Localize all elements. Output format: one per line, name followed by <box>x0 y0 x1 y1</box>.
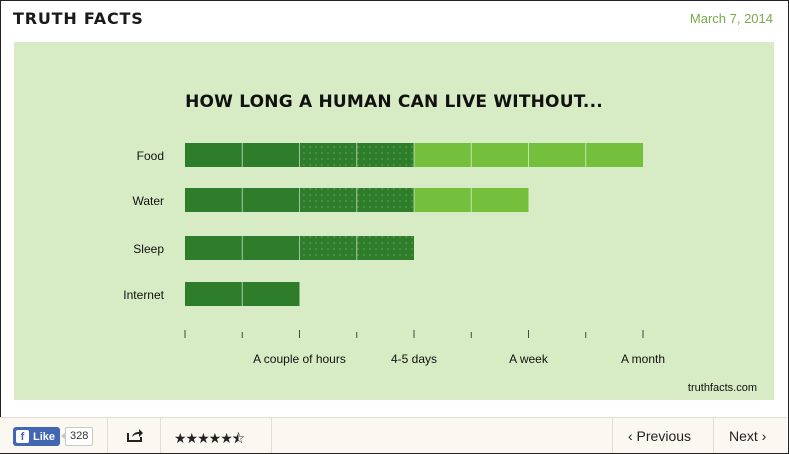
facebook-like-button[interactable]: f Like <box>13 427 61 446</box>
bar-texture-food <box>356 143 414 167</box>
divider <box>713 418 714 453</box>
axis-tick-label: A couple of hours <box>253 352 346 366</box>
bar-segment-food <box>242 143 300 167</box>
bar-segment-food <box>528 143 586 167</box>
divider <box>160 418 161 453</box>
bar-segment-water <box>471 188 529 212</box>
chart-credit: truthfacts.com <box>688 382 757 394</box>
bar-segment-water <box>242 188 300 212</box>
bar-segment-water <box>414 188 472 212</box>
next-button[interactable]: Next › <box>729 428 767 444</box>
bar-texture-sleep <box>356 236 414 260</box>
bar-texture-water <box>299 188 357 212</box>
like-count: 328 <box>60 427 94 446</box>
like-label: Like <box>33 430 56 443</box>
bar-texture-water <box>356 188 414 212</box>
divider <box>612 418 613 453</box>
bar-segment-internet <box>242 282 300 306</box>
divider <box>107 418 108 453</box>
category-label-food: Food <box>137 149 164 163</box>
footer-toolbar: f Like 328 ★★★★★⯪ ‹ Previous Next › <box>0 417 787 453</box>
axis-tick-label: 4-5 days <box>391 352 437 366</box>
facebook-icon: f <box>16 430 29 443</box>
chart-panel: HOW LONG A HUMAN CAN LIVE WITHOUT... Food… <box>14 42 774 400</box>
post-date: March 7, 2014 <box>689 11 773 26</box>
chart-title: HOW LONG A HUMAN CAN LIVE WITHOUT... <box>185 92 603 112</box>
header: TRUTH FACTS March 7, 2014 <box>0 0 787 42</box>
bar-segment-sleep <box>242 236 300 260</box>
bar-segment-internet <box>185 282 243 306</box>
brand-logo[interactable]: TRUTH FACTS <box>13 9 144 28</box>
category-label-sleep: Sleep <box>133 242 164 256</box>
bar-segment-food <box>585 143 643 167</box>
axis-tick-label: A week <box>509 352 549 366</box>
rating-stars[interactable]: ★★★★★⯪ <box>174 430 245 446</box>
previous-button[interactable]: ‹ Previous <box>628 428 692 444</box>
category-label-internet: Internet <box>123 288 164 302</box>
bar-chart: HOW LONG A HUMAN CAN LIVE WITHOUT... Food… <box>123 92 757 394</box>
bar-segment-food <box>185 143 243 167</box>
bar-segment-food <box>471 143 529 167</box>
bar-segment-sleep <box>185 236 243 260</box>
divider <box>271 418 272 453</box>
axis-tick-label: A month <box>621 352 665 366</box>
bar-segment-water <box>185 188 243 212</box>
bar-texture-sleep <box>299 236 357 260</box>
category-label-water: Water <box>132 194 164 208</box>
bar-texture-food <box>299 143 357 167</box>
bar-segment-food <box>414 143 472 167</box>
share-icon[interactable] <box>126 427 144 443</box>
facebook-like-widget[interactable]: f Like 328 <box>13 427 94 446</box>
